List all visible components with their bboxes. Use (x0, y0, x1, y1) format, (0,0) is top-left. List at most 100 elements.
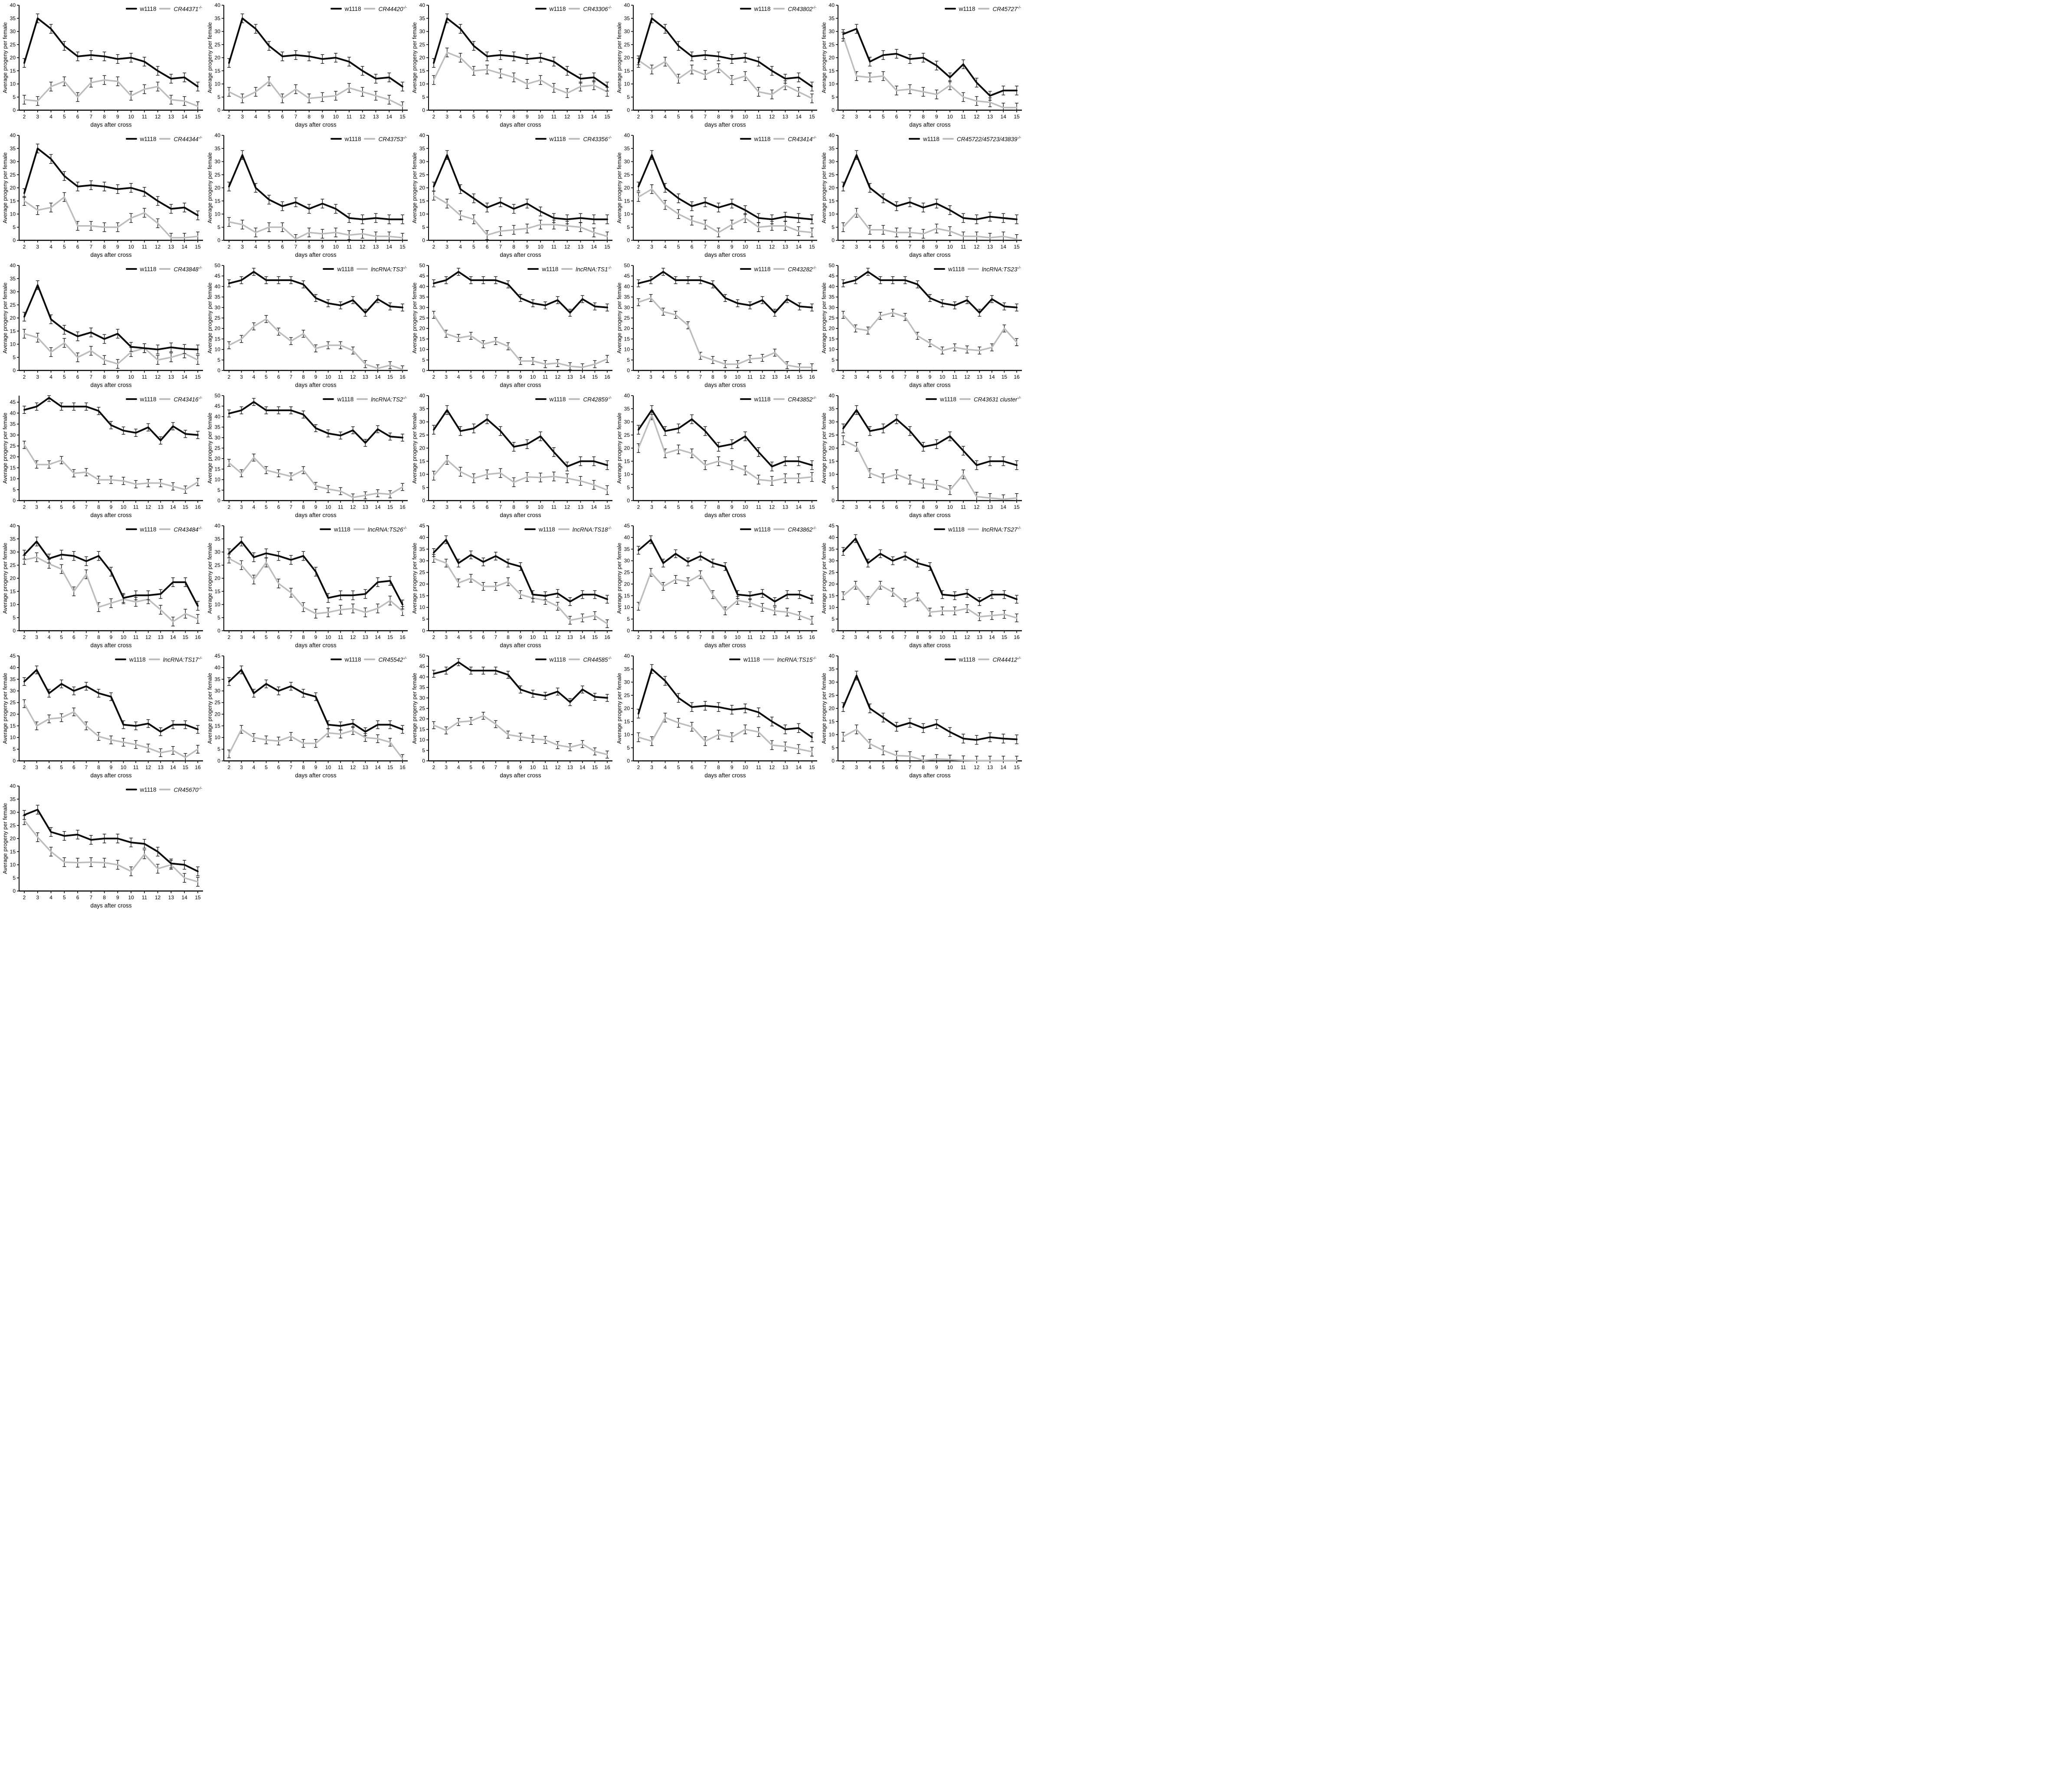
control-line-swatch (535, 138, 547, 140)
y-tick-label: 25 (215, 445, 221, 451)
mutant-line-swatch (364, 658, 376, 661)
x-tick-label: 2 (637, 244, 640, 250)
y-tick-label: 15 (624, 68, 630, 74)
y-tick-label: 25 (10, 302, 16, 308)
y-tick-label: 0 (627, 498, 630, 504)
mutant-genotype-superscript: -/- (608, 135, 612, 140)
x-axis-title: days after cross (909, 252, 951, 258)
x-tick-label: 3 (36, 244, 39, 250)
x-tick-label: 16 (1014, 374, 1020, 380)
x-tick-label: 6 (482, 764, 485, 770)
control-line-swatch (330, 8, 342, 10)
x-tick-label: 6 (76, 244, 79, 250)
y-tick-label: 40 (419, 283, 426, 289)
x-tick-label: 11 (551, 244, 557, 250)
x-tick-label: 10 (735, 374, 741, 380)
legend: w1118 CR43356-/- (535, 135, 612, 143)
y-tick-label: 30 (624, 558, 630, 564)
y-tick-label: 0 (422, 367, 425, 373)
chart-panel-lncrna-ts27: 0 5 10 15 20 25 30 35 40 45 2 3 4 5 6 7 8 9 10 11 12 13 14 15 16… (821, 522, 1025, 652)
x-tick-label: 5 (677, 244, 680, 250)
x-tick-label: 14 (579, 764, 586, 770)
mutant-line-swatch (569, 8, 580, 10)
y-tick-label: 15 (215, 68, 221, 74)
control-series (227, 398, 404, 447)
x-tick-label: 9 (526, 504, 529, 510)
control-line-swatch (115, 658, 126, 661)
x-tick-label: 2 (23, 504, 26, 510)
x-tick-label: 6 (482, 634, 485, 640)
y-tick-label: 5 (13, 875, 16, 881)
control-line-swatch (740, 8, 751, 10)
y-tick-label: 25 (624, 172, 630, 178)
control-line-swatch (933, 528, 945, 531)
chart-svg: 0 5 10 15 20 25 30 35 40 2 3 4 5 6 7 8 9 10 11 12 13 14 15 days… (821, 132, 1022, 258)
y-tick-label: 5 (13, 615, 16, 621)
y-tick-label: 20 (10, 454, 16, 460)
chart-svg: 0 5 10 15 20 25 30 35 40 2 3 4 5 6 7 8 9 10 11 12 13 14 15 days… (2, 132, 203, 258)
y-axis-title: Average progeny per female (206, 282, 213, 354)
mutant-line (433, 459, 608, 491)
x-tick-label: 7 (295, 114, 298, 120)
x-tick-label: 9 (314, 504, 317, 510)
x-tick-label: 10 (742, 114, 748, 120)
y-tick-label: 15 (829, 68, 835, 74)
chart-panel-cr43802: 0 5 10 15 20 25 30 35 40 2 3 4 5 6 7 8 9 10 11 12 13 14 15 days… (616, 2, 821, 132)
x-tick-label: 5 (879, 374, 882, 380)
y-tick-label: 15 (215, 723, 221, 729)
control-legend-label: w1118 (754, 265, 771, 272)
x-tick-label: 10 (939, 374, 946, 380)
x-tick-label: 6 (891, 374, 894, 380)
mutant-legend-label: CR43356-/- (583, 135, 612, 143)
y-tick-label: 50 (419, 262, 426, 269)
legend: w1118 CR43484-/- (125, 526, 202, 533)
mutant-line (842, 212, 1018, 240)
x-tick-label: 5 (469, 634, 472, 640)
x-tick-label: 7 (704, 764, 707, 770)
x-tick-label: 5 (677, 504, 680, 510)
y-tick-label: 0 (627, 237, 630, 243)
mutant-legend-label: CR44585-/- (583, 656, 612, 663)
legend: w1118 CR43848-/- (125, 265, 202, 273)
x-tick-label: 5 (674, 634, 677, 640)
x-tick-label: 15 (387, 504, 393, 510)
x-tick-label: 3 (36, 114, 39, 120)
control-series (841, 671, 1018, 745)
x-tick-label: 2 (228, 764, 231, 770)
x-tick-label: 4 (664, 114, 667, 120)
x-tick-label: 3 (650, 244, 653, 250)
control-line (228, 17, 403, 88)
y-tick-label: 30 (215, 305, 221, 311)
x-tick-label: 12 (564, 114, 570, 120)
x-tick-label: 8 (103, 244, 106, 250)
chart-panel-cr44371: 0 5 10 15 20 25 30 35 40 2 3 4 5 6 7 8 9 10 11 12 13 14 15 days… (2, 2, 206, 132)
y-tick-label: 40 (10, 783, 16, 789)
y-tick-label: 25 (829, 692, 835, 698)
mutant-line-swatch (159, 789, 171, 791)
mutant-line-swatch (569, 138, 580, 140)
y-tick-label: 25 (624, 692, 630, 698)
control-series (23, 144, 200, 220)
mutant-line (228, 457, 403, 498)
chart-svg: 0 5 10 15 20 25 30 35 40 2 3 4 5 6 7 8 9 10 11 12 13 14 15 days… (616, 653, 817, 779)
mutant-line (228, 318, 403, 370)
x-tick-label: 7 (704, 244, 707, 250)
control-legend-label: w1118 (549, 656, 566, 663)
x-tick-label: 13 (567, 374, 573, 380)
y-axis-title: Average progeny per female (821, 543, 827, 614)
x-axis-title: days after cross (500, 642, 541, 649)
chart-svg: 0 5 10 15 20 25 30 35 40 2 3 4 5 6 7 8 9 10 11 12 13 14 15 days… (821, 653, 1022, 779)
y-tick-label: 50 (829, 262, 835, 269)
x-tick-label: 10 (537, 114, 543, 120)
y-tick-label: 30 (419, 695, 426, 701)
y-tick-label: 5 (627, 485, 630, 491)
control-series (637, 664, 814, 742)
x-tick-label: 12 (769, 244, 775, 250)
mutant-line-swatch (364, 8, 376, 10)
chart-panel-lncrna-ts15: 0 5 10 15 20 25 30 35 40 2 3 4 5 6 7 8 9 10 11 12 13 14 15 days… (616, 652, 821, 783)
x-tick-label: 12 (145, 634, 151, 640)
control-line (23, 541, 199, 607)
